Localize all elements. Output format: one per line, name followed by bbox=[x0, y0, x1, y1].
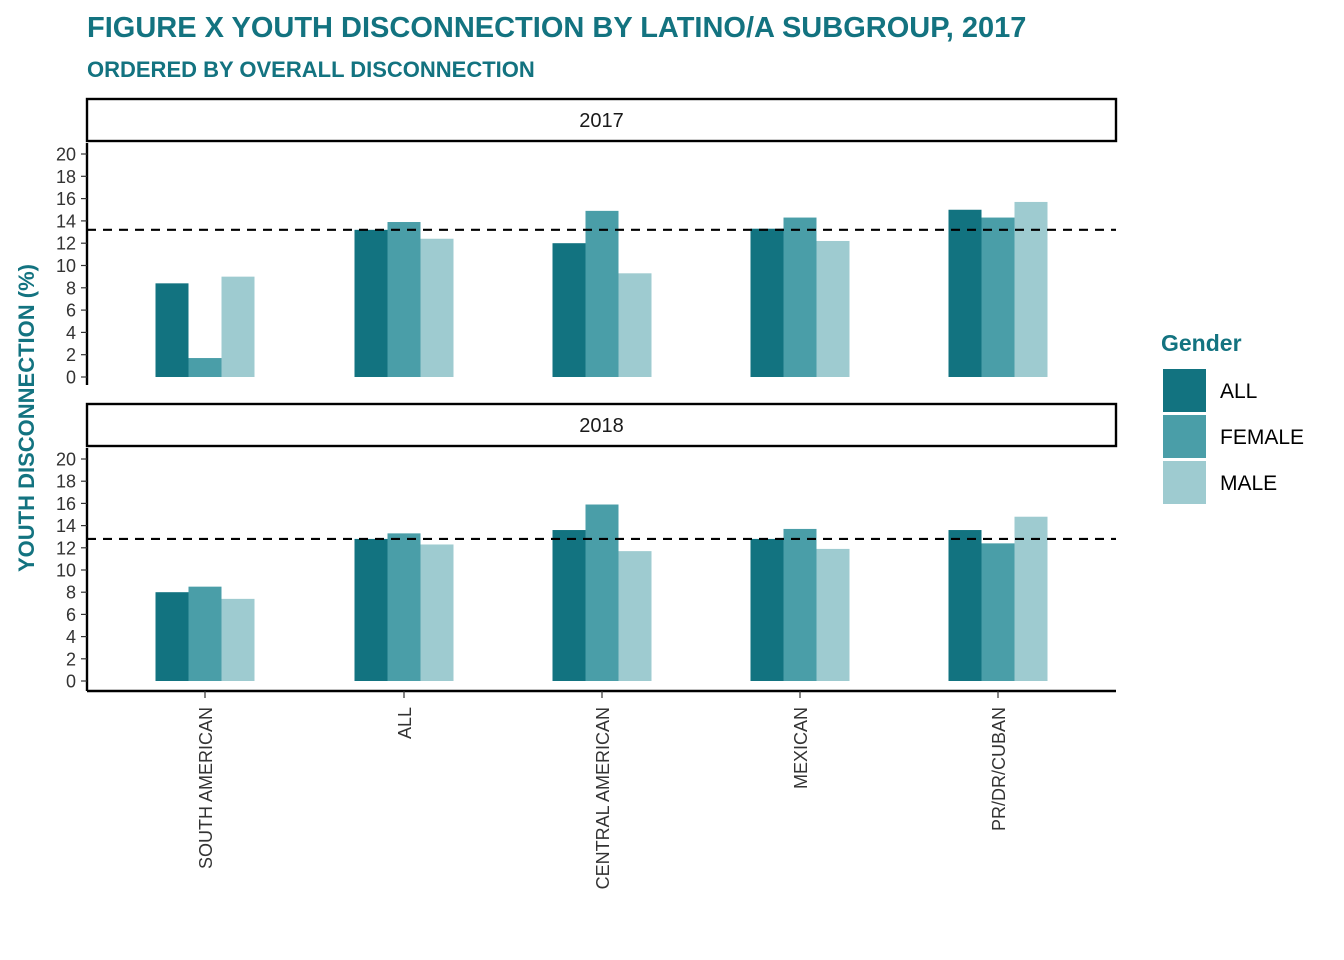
chart-subtitle: ORDERED BY OVERALL DISCONNECTION bbox=[87, 57, 535, 82]
bar-mexican-female bbox=[783, 528, 817, 681]
bar-south-american-male bbox=[221, 276, 255, 377]
legend-label-female: FEMALE bbox=[1220, 426, 1304, 449]
legend-swatch-all bbox=[1163, 369, 1206, 412]
y-tick-label: 16 bbox=[56, 494, 76, 514]
chart-title: FIGURE X YOUTH DISCONNECTION BY LATINO/A… bbox=[87, 12, 1026, 44]
bar-mexican-male bbox=[816, 548, 850, 681]
y-tick-label: 0 bbox=[66, 368, 76, 388]
bar-mexican-male bbox=[816, 240, 850, 377]
bar-central-american-male bbox=[618, 551, 652, 681]
bar-central-american-all bbox=[552, 530, 586, 681]
legend-label-male: MALE bbox=[1220, 472, 1277, 495]
x-tick-label: CENTRAL AMERICAN bbox=[593, 707, 613, 889]
y-tick-label: 8 bbox=[66, 583, 76, 603]
bar-all-all bbox=[354, 538, 388, 681]
bar-central-american-all bbox=[552, 243, 586, 377]
y-tick-label: 4 bbox=[66, 323, 76, 343]
y-tick-label: 2 bbox=[66, 345, 76, 365]
y-tick-label: 14 bbox=[56, 211, 76, 231]
y-tick-label: 0 bbox=[66, 672, 76, 692]
bar-pr-dr-cuban-male bbox=[1014, 201, 1048, 377]
bar-central-american-female bbox=[585, 210, 619, 377]
bar-all-male bbox=[420, 238, 454, 377]
x-tick-label: MEXICAN bbox=[791, 707, 811, 789]
bar-south-american-female bbox=[188, 358, 222, 377]
x-tick-label: SOUTH AMERICAN bbox=[196, 707, 216, 869]
bar-all-female bbox=[387, 533, 421, 681]
legend-label-all: ALL bbox=[1220, 380, 1257, 403]
x-tick-label: PR/DR/CUBAN bbox=[989, 707, 1009, 831]
bar-mexican-all bbox=[750, 538, 784, 681]
bar-all-female bbox=[387, 222, 421, 377]
bar-all-all bbox=[354, 229, 388, 377]
y-axis-label: YOUTH DISCONNECTION (%) bbox=[14, 264, 39, 572]
y-tick-label: 6 bbox=[66, 605, 76, 625]
bar-central-american-male bbox=[618, 273, 652, 377]
bar-all-male bbox=[420, 544, 454, 681]
bar-pr-dr-cuban-male bbox=[1014, 516, 1048, 681]
y-tick-label: 20 bbox=[56, 145, 76, 165]
y-tick-label: 12 bbox=[56, 538, 76, 558]
x-tick-label: ALL bbox=[395, 707, 415, 739]
legend-title: Gender bbox=[1161, 330, 1242, 356]
legend: Gender ALL FEMALE MALE bbox=[1161, 330, 1304, 504]
y-tick-label: 18 bbox=[56, 472, 76, 492]
y-tick-label: 12 bbox=[56, 234, 76, 254]
y-tick-label: 16 bbox=[56, 189, 76, 209]
facet-label: 2018 bbox=[579, 415, 624, 437]
legend-swatch-male bbox=[1163, 461, 1206, 504]
bar-pr-dr-cuban-all bbox=[948, 530, 982, 681]
bar-pr-dr-cuban-female bbox=[981, 217, 1015, 377]
y-tick-label: 4 bbox=[66, 627, 76, 647]
y-tick-label: 14 bbox=[56, 516, 76, 536]
bar-south-american-all bbox=[155, 283, 189, 377]
bar-mexican-female bbox=[783, 217, 817, 377]
panels: 2017024681012141618202018024681012141618… bbox=[56, 97, 1118, 692]
facet-strip bbox=[85, 97, 1118, 143]
y-tick-label: 10 bbox=[56, 561, 76, 581]
bar-mexican-all bbox=[750, 228, 784, 377]
y-tick-label: 10 bbox=[56, 256, 76, 276]
y-tick-label: 8 bbox=[66, 278, 76, 298]
bar-central-american-female bbox=[585, 504, 619, 681]
facet-label: 2017 bbox=[579, 110, 624, 132]
legend-swatch-female bbox=[1163, 415, 1206, 458]
bar-south-american-female bbox=[188, 586, 222, 681]
x-axis: SOUTH AMERICAN ALL CENTRAL AMERICAN MEXICAN… bbox=[87, 689, 1116, 889]
y-tick-label: 20 bbox=[56, 450, 76, 470]
bar-pr-dr-cuban-all bbox=[948, 209, 982, 377]
y-tick-label: 18 bbox=[56, 167, 76, 187]
y-tick-label: 6 bbox=[66, 301, 76, 321]
facet-strip bbox=[85, 402, 1118, 448]
bar-south-american-all bbox=[155, 592, 189, 681]
bar-south-american-male bbox=[221, 598, 255, 681]
y-tick-label: 2 bbox=[66, 649, 76, 669]
bar-pr-dr-cuban-female bbox=[981, 543, 1015, 681]
